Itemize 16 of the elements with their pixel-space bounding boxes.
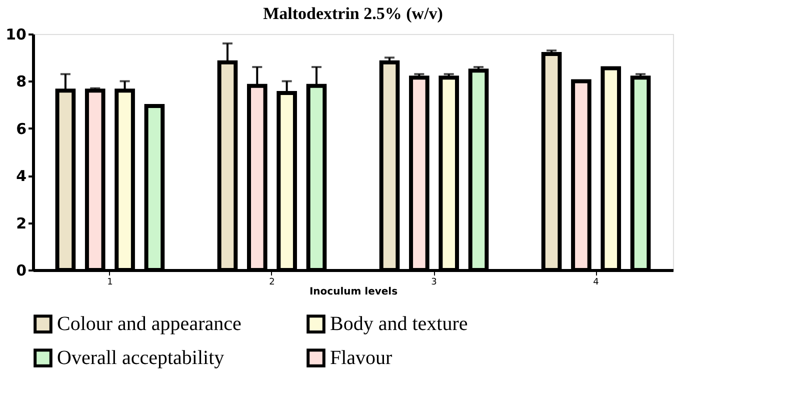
x-axis-title: Inoculum levels bbox=[309, 286, 398, 298]
y-tick-label: 4 bbox=[16, 167, 26, 186]
legend-label: Flavour bbox=[330, 347, 393, 369]
x-tick-label: 1 bbox=[107, 278, 113, 288]
x-tick-label: 4 bbox=[593, 278, 600, 288]
y-tick-label: 0 bbox=[16, 262, 26, 280]
y-tick-label: 6 bbox=[16, 120, 26, 138]
legend-label: Body and texture bbox=[330, 313, 468, 336]
y-tick-label: 2 bbox=[16, 214, 26, 232]
chart-title: Maltodextrin 2.5% (w/v) bbox=[263, 4, 443, 23]
legend-label: Colour and appearance bbox=[57, 313, 242, 336]
y-tick-label: 10 bbox=[6, 26, 26, 44]
y-tick-label: 8 bbox=[16, 72, 26, 91]
legend-label: Overall acceptability bbox=[57, 347, 224, 369]
x-tick-label: 2 bbox=[269, 278, 275, 288]
x-tick-label: 3 bbox=[431, 278, 437, 288]
